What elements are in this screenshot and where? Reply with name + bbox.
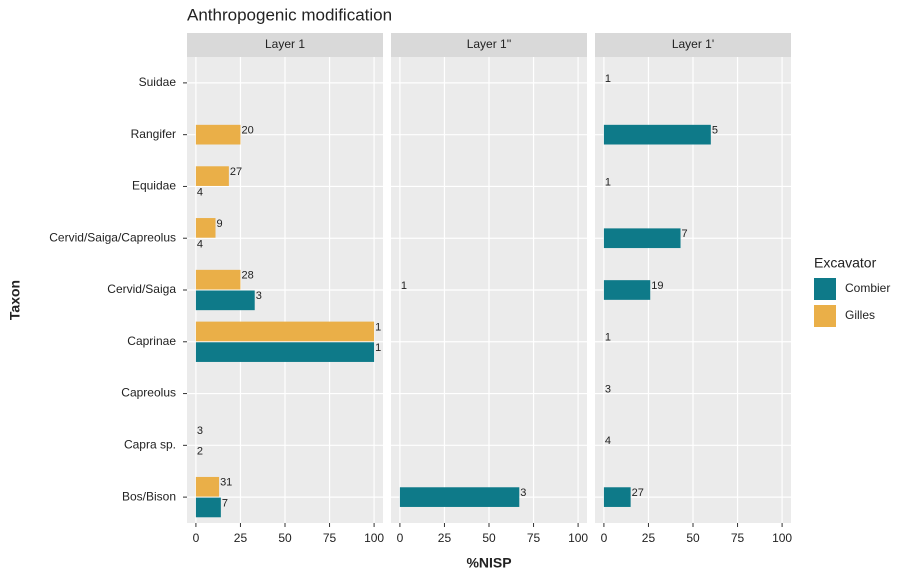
bar xyxy=(195,321,375,342)
count-label: 9 xyxy=(217,218,223,230)
bar xyxy=(195,497,221,518)
x-tick-label: 0 xyxy=(397,531,404,545)
count-label: 1 xyxy=(401,280,407,292)
y-tick-label: Equidae xyxy=(132,179,176,193)
x-tick-label: 50 xyxy=(686,531,700,545)
count-label: 3 xyxy=(605,383,611,395)
strip xyxy=(391,33,587,57)
count-label: 1 xyxy=(375,342,381,354)
count-label: 27 xyxy=(632,487,644,499)
count-label: 1 xyxy=(605,332,611,344)
bar xyxy=(195,342,375,362)
count-label: 19 xyxy=(651,280,663,292)
y-tick-label: Caprinae xyxy=(127,334,176,348)
x-tick-label: 75 xyxy=(527,531,541,545)
count-label: 7 xyxy=(222,497,228,509)
count-label: 4 xyxy=(605,435,611,447)
bar xyxy=(603,228,681,249)
bar xyxy=(195,290,255,311)
count-label: 2 xyxy=(197,446,203,458)
strip xyxy=(595,33,791,57)
count-label: 1 xyxy=(605,73,611,85)
count-label: 3 xyxy=(520,487,526,499)
count-label: 3 xyxy=(197,425,203,437)
x-axis-label: %NISP xyxy=(466,555,511,571)
y-axis-label: Taxon xyxy=(7,280,23,320)
legend-key xyxy=(814,305,836,327)
count-label: 1 xyxy=(605,176,611,188)
count-label: 1 xyxy=(375,321,381,333)
count-label: 4 xyxy=(197,187,203,199)
bar xyxy=(195,166,229,186)
bar xyxy=(603,124,711,145)
y-tick-label: Rangifer xyxy=(131,127,176,141)
legend-title: Excavator xyxy=(814,255,877,271)
bar xyxy=(195,124,241,145)
y-tick-label: Suidae xyxy=(139,75,177,89)
count-label: 3 xyxy=(256,290,262,302)
count-label: 20 xyxy=(241,125,253,137)
count-label: 27 xyxy=(230,166,242,178)
bar xyxy=(195,476,220,497)
x-tick-label: 25 xyxy=(438,531,452,545)
count-label: 7 xyxy=(682,228,688,240)
x-tick-label: 0 xyxy=(193,531,200,545)
y-tick-label: Bos/Bison xyxy=(122,489,176,503)
x-tick-label: 0 xyxy=(601,531,608,545)
y-tick-label: Cervid/Saiga xyxy=(107,282,176,296)
bar xyxy=(195,218,216,238)
y-tick-label: Capra sp. xyxy=(124,438,176,452)
strip xyxy=(187,33,383,57)
x-tick-label: 75 xyxy=(731,531,745,545)
y-tick-label: Cervid/Saiga/Capreolus xyxy=(49,230,176,244)
count-label: 31 xyxy=(220,477,232,489)
bar xyxy=(399,487,520,507)
x-tick-label: 75 xyxy=(323,531,337,545)
x-tick-label: 100 xyxy=(772,531,792,545)
y-tick-label: Capreolus xyxy=(121,386,176,400)
legend-key xyxy=(814,278,836,300)
count-label: 5 xyxy=(712,125,718,137)
panel-title: Layer 1 xyxy=(265,37,305,51)
bar xyxy=(603,280,651,300)
legend-label: Gilles xyxy=(845,308,875,322)
chart-title: Anthropogenic modification xyxy=(187,5,392,24)
panel-title: Layer 1'' xyxy=(467,37,512,51)
x-tick-label: 25 xyxy=(642,531,656,545)
x-tick-label: 100 xyxy=(568,531,588,545)
count-label: 28 xyxy=(241,270,253,282)
bar xyxy=(603,487,631,507)
count-label: 4 xyxy=(197,238,203,250)
x-tick-label: 50 xyxy=(278,531,292,545)
legend-label: Combier xyxy=(845,281,890,295)
bar xyxy=(195,269,241,290)
x-tick-label: 50 xyxy=(482,531,496,545)
x-tick-label: 100 xyxy=(364,531,384,545)
panel-title: Layer 1' xyxy=(672,37,714,51)
x-tick-label: 25 xyxy=(234,531,248,545)
